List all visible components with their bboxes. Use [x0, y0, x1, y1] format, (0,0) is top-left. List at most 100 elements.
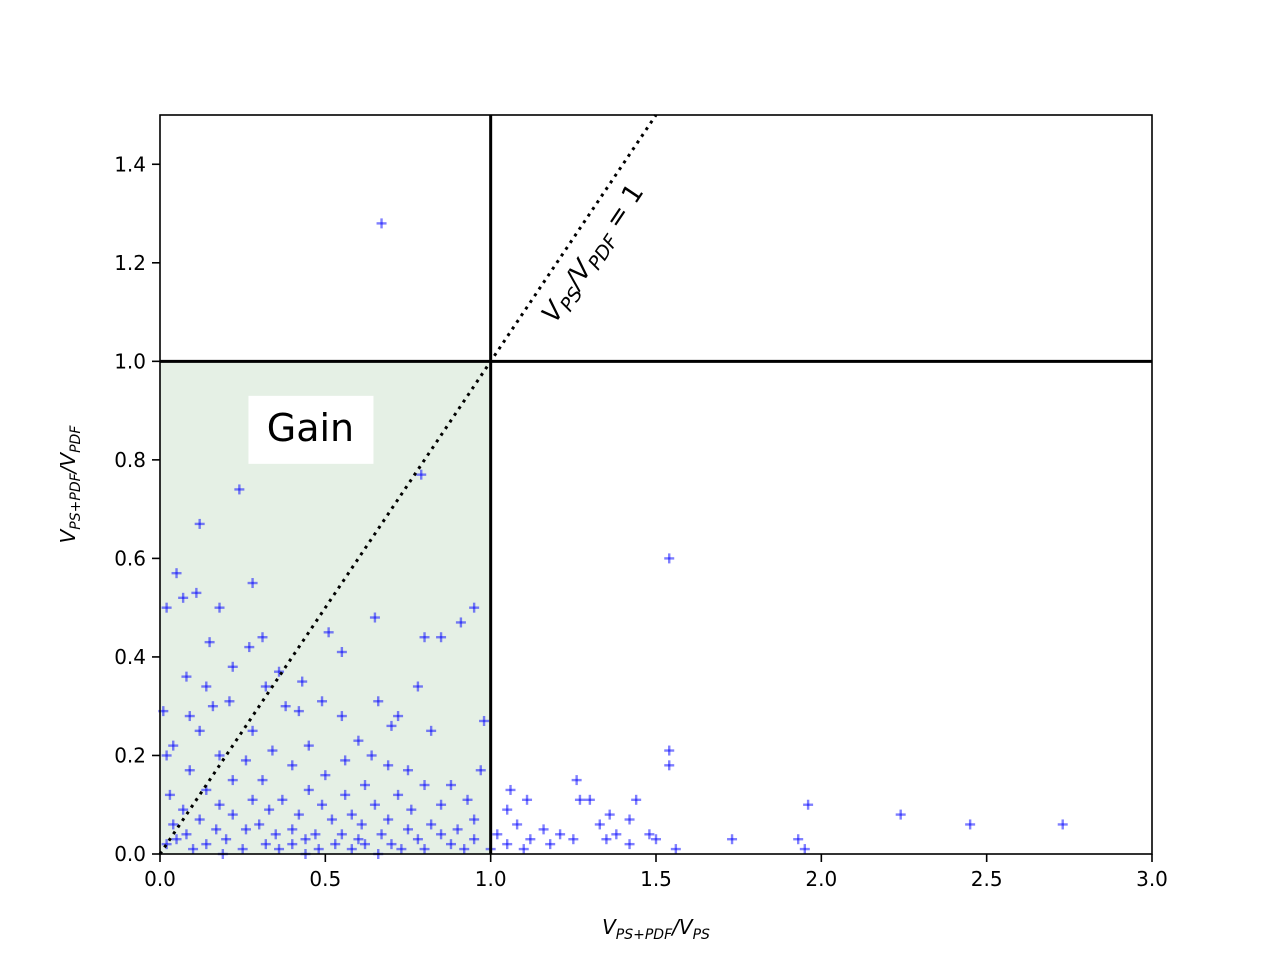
data-point [604, 809, 615, 820]
data-point [624, 814, 635, 825]
data-point [670, 844, 681, 855]
data-point [479, 715, 490, 726]
data-point [240, 824, 251, 835]
data-point [181, 829, 192, 840]
data-point [664, 745, 675, 756]
data-point [568, 834, 579, 845]
data-point [383, 760, 394, 771]
data-point [469, 834, 480, 845]
data-point [191, 587, 202, 598]
data-point [436, 799, 447, 810]
data-point [727, 834, 738, 845]
data-point [353, 834, 364, 845]
y-axis-ticks: 0.0 0.2 0.4 0.6 0.8 1.0 1.2 1.4 [114, 152, 160, 866]
data-point [492, 829, 503, 840]
data-point [274, 844, 285, 855]
x-tick-label: 2.5 [971, 867, 1003, 891]
y-tick-label: 1.0 [114, 349, 146, 373]
data-point [426, 725, 437, 736]
data-point [330, 839, 341, 850]
data-point [518, 844, 529, 855]
data-point [194, 814, 205, 825]
data-point [459, 844, 470, 855]
data-point [168, 819, 179, 830]
data-point [376, 829, 387, 840]
data-point [406, 804, 417, 815]
data-point [469, 814, 480, 825]
y-label-base1: V [56, 528, 80, 543]
data-point [356, 819, 367, 830]
data-point [194, 518, 205, 529]
data-point [287, 824, 298, 835]
data-point [194, 725, 205, 736]
data-point [211, 824, 222, 835]
data-point [184, 765, 195, 776]
data-point [287, 839, 298, 850]
data-point [601, 834, 612, 845]
y-label-sub1: PS+PDF [68, 472, 84, 529]
data-point [369, 799, 380, 810]
data-point [664, 553, 675, 564]
data-point [300, 834, 311, 845]
y-tick-label: 1.2 [114, 251, 146, 275]
data-point [244, 642, 255, 653]
data-point [204, 637, 215, 648]
data-point [237, 844, 248, 855]
data-point [393, 711, 404, 722]
data-point [793, 834, 804, 845]
data-point [234, 484, 245, 495]
data-point [240, 755, 251, 766]
x-tick-label: 0.5 [309, 867, 341, 891]
data-point [1057, 819, 1068, 830]
data-point [171, 568, 182, 579]
data-point [373, 696, 384, 707]
data-point [538, 824, 549, 835]
data-point [436, 632, 447, 643]
data-point [545, 839, 556, 850]
data-point [346, 844, 357, 855]
data-point [386, 839, 397, 850]
data-point [396, 844, 407, 855]
data-point [201, 839, 212, 850]
data-point [340, 789, 351, 800]
y-tick-label: 0.2 [114, 743, 146, 767]
data-point [178, 592, 189, 603]
data-point [313, 844, 324, 855]
data-point [522, 794, 533, 805]
y-tick-label: 0.0 [114, 842, 146, 866]
data-point [178, 804, 189, 815]
x-axis-ticks: 0.0 0.5 1.0 1.5 2.0 2.5 3.0 [144, 854, 1168, 891]
data-point [214, 799, 225, 810]
data-point [247, 725, 258, 736]
data-point [214, 602, 225, 613]
data-point [455, 617, 466, 628]
data-point [207, 701, 218, 712]
data-point [201, 681, 212, 692]
data-point [436, 829, 447, 840]
data-point [227, 809, 238, 820]
data-point [161, 750, 172, 761]
y-tick-label: 0.8 [114, 448, 146, 472]
y-label-sep: / [56, 464, 80, 475]
data-point [336, 647, 347, 658]
data-point [571, 775, 582, 786]
y-label-sub2: PDF [68, 425, 84, 453]
data-point [469, 602, 480, 613]
data-point [502, 839, 513, 850]
data-point [452, 824, 463, 835]
data-point [419, 780, 430, 791]
data-point [171, 834, 182, 845]
y-tick-label: 0.4 [114, 645, 146, 669]
y-label-base2: V [56, 452, 80, 467]
data-point [895, 809, 906, 820]
x-label-base2: V [679, 915, 694, 939]
data-point [224, 696, 235, 707]
data-point [366, 750, 377, 761]
data-point [274, 666, 285, 677]
x-tick-label: 0.0 [144, 867, 176, 891]
data-point [412, 834, 423, 845]
data-point [247, 794, 258, 805]
x-label-sep: / [670, 915, 681, 939]
data-point [260, 839, 271, 850]
data-point [525, 834, 536, 845]
